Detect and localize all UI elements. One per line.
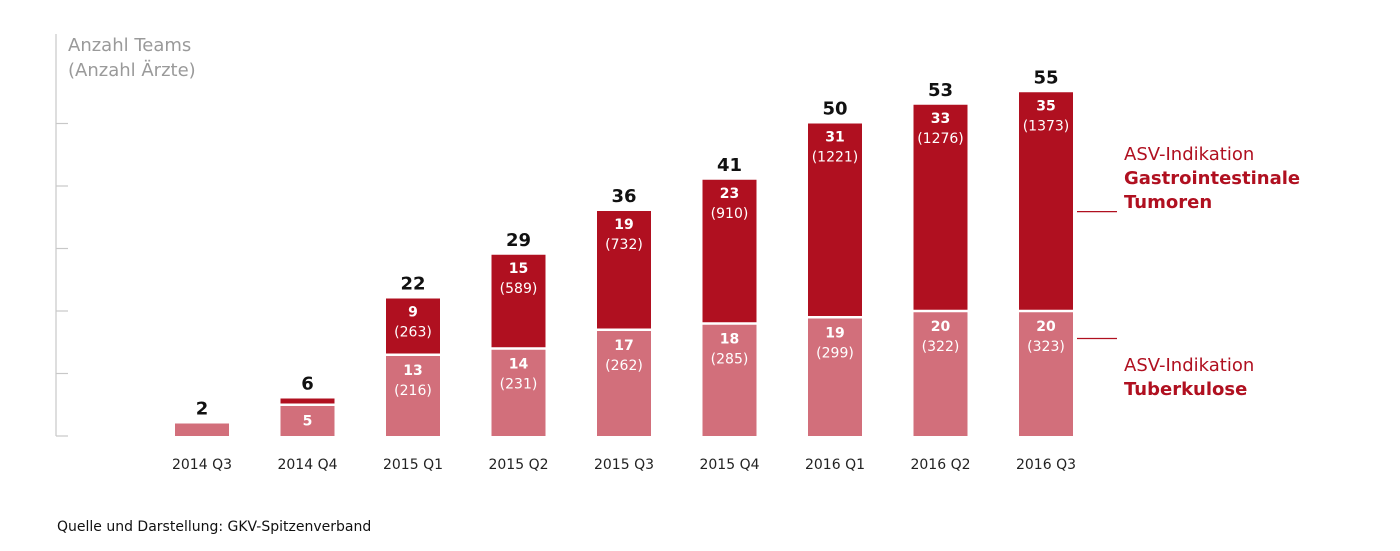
total-label: 2 (196, 399, 209, 420)
bar-tuberkulose (597, 329, 651, 436)
bar-tuberkulose (491, 348, 546, 436)
x-tick-label: 2015 Q2 (488, 457, 548, 473)
total-label: 22 (400, 274, 425, 295)
total-label: 36 (611, 186, 636, 207)
label-gastro-teams: 19 (614, 217, 633, 233)
label-tuberkulose-teams: 19 (825, 325, 844, 341)
label-tuberkulose-doctors: (323) (1027, 339, 1065, 355)
label-tuberkulose-doctors: (322) (922, 339, 960, 355)
label-gastro-doctors: (1221) (812, 150, 859, 166)
label-tuberkulose-teams: 20 (931, 319, 951, 335)
label-tuberkulose-teams: 13 (403, 363, 422, 379)
bar-tuberkulose (808, 317, 862, 436)
label-tuberkulose-teams: 18 (720, 332, 739, 348)
total-label: 41 (717, 155, 742, 176)
bar-gastrointestinale-tumoren (808, 123, 862, 318)
bar-gastrointestinale-tumoren (280, 398, 335, 405)
bar-gastrointestinale-tumoren (491, 254, 546, 349)
bar-gastrointestinale-tumoren (702, 179, 757, 324)
label-gastro-teams: 35 (1036, 98, 1055, 114)
bar-tuberkulose (386, 354, 440, 436)
bar-tuberkulose (913, 311, 968, 436)
total-label: 55 (1033, 67, 1058, 88)
x-tick-label: 2016 Q1 (805, 457, 865, 473)
label-gastro-doctors: (910) (711, 206, 749, 222)
bar-gastrointestinale-tumoren (386, 298, 440, 355)
y-axis (55, 34, 68, 437)
label-tuberkulose-doctors: (262) (605, 358, 643, 374)
label-tuberkulose-doctors: (299) (816, 345, 854, 361)
legend: ASV-Indikation Gastrointestinale Tumoren AS… (1077, 144, 1300, 400)
label-gastro-doctors: (1276) (917, 131, 964, 147)
label-gastro-teams: 33 (931, 111, 950, 127)
legend-prefix: ASV-Indikation (1124, 355, 1254, 376)
y-axis-label-line-1: Anzahl Teams (68, 35, 191, 56)
label-gastro-doctors: (263) (394, 325, 432, 341)
label-tuberkulose-teams: 14 (509, 357, 529, 373)
total-label: 50 (822, 99, 847, 120)
x-tick-label: 2014 Q4 (277, 457, 337, 473)
bar-gastrointestinale-tumoren (913, 104, 968, 311)
label-tuberkulose-teams: 5 (303, 413, 313, 429)
label-gastro-doctors: (732) (605, 237, 643, 253)
label-tuberkulose-teams: 17 (614, 338, 633, 354)
legend-series-name: Tuberkulose (1124, 379, 1247, 400)
y-axis-label-line-2: (Anzahl Ärzte) (68, 60, 196, 81)
x-tick-label: 2014 Q3 (172, 457, 232, 473)
total-label: 53 (928, 80, 953, 101)
label-gastro-doctors: (1373) (1023, 118, 1070, 134)
total-label: 6 (301, 374, 314, 395)
bars: 2 5 6 13 (216) 9 (263) 22 14 (231) 15 (589) 29 17 (262… (175, 67, 1073, 436)
bar-gastrointestinale-tumoren (597, 211, 651, 330)
x-tick-label: 2015 Q4 (699, 457, 759, 473)
x-tick-label: 2016 Q2 (910, 457, 970, 473)
bar-gastrointestinale-tumoren (1019, 92, 1073, 311)
x-tick-label: 2015 Q3 (594, 457, 654, 473)
bar-tuberkulose (280, 404, 335, 436)
label-tuberkulose-doctors: (231) (500, 377, 538, 393)
label-tuberkulose-doctors: (216) (394, 383, 432, 399)
legend-series-name: Tumoren (1124, 192, 1212, 213)
label-gastro-doctors: (589) (500, 281, 538, 297)
label-gastro-teams: 15 (509, 261, 528, 277)
label-tuberkulose-doctors: (285) (711, 352, 749, 368)
total-label: 29 (506, 230, 531, 251)
source-note: Quelle und Darstellung: GKV-Spitzenverba… (57, 519, 372, 535)
bar-tuberkulose (702, 323, 757, 436)
label-tuberkulose-teams: 20 (1036, 319, 1056, 335)
legend-prefix: ASV-Indikation (1124, 144, 1254, 165)
bar-tuberkulose (1019, 311, 1073, 436)
label-gastro-teams: 31 (825, 130, 844, 146)
bar-tuberkulose (175, 423, 229, 436)
legend-series-name: Gastrointestinale (1124, 168, 1300, 189)
label-gastro-teams: 23 (720, 186, 739, 202)
x-tick-label: 2016 Q3 (1016, 457, 1076, 473)
x-tick-labels: 2014 Q3 2014 Q4 2015 Q1 2015 Q2 2015 Q3 2015 … (172, 457, 1076, 473)
x-tick-label: 2015 Q1 (383, 457, 443, 473)
label-gastro-teams: 9 (408, 305, 418, 321)
